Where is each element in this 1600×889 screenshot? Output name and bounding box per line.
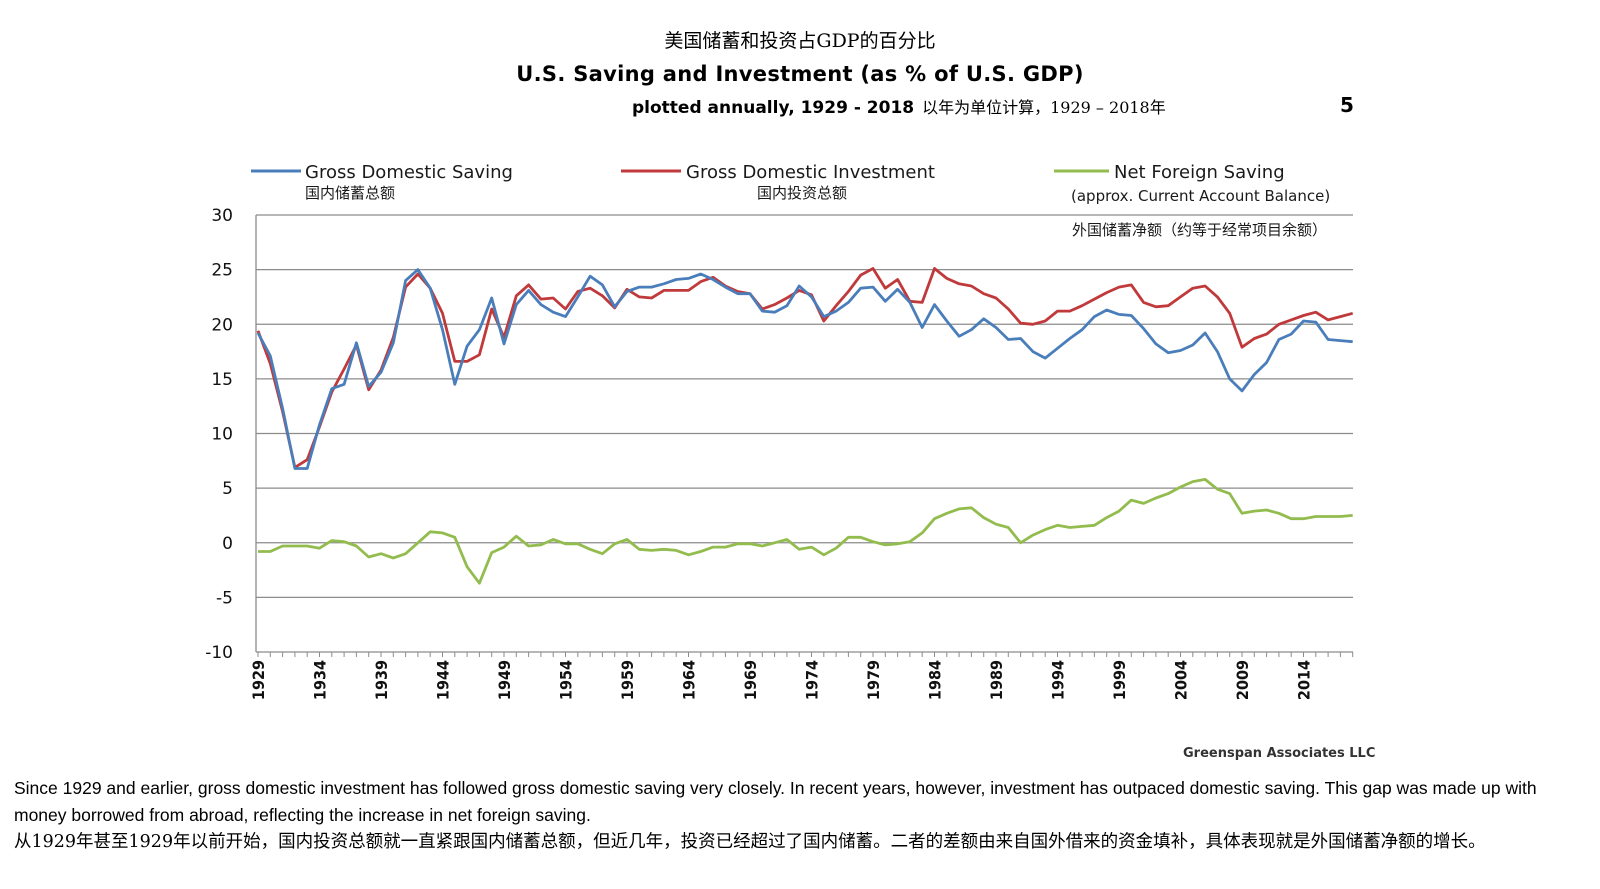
x-tick-label-1984: 1984: [926, 660, 945, 700]
x-tick-label-1949: 1949: [495, 660, 514, 700]
y-axis-ticks: 30 25 20 15 10 5 0 -5 -10: [205, 206, 233, 663]
gridlines: [256, 214, 1353, 653]
y-tick-label-5: 5: [222, 479, 233, 499]
series-line-gds: [256, 268, 1353, 470]
series-line-nfs: [258, 477, 1353, 585]
x-tick-label-1939: 1939: [372, 660, 391, 700]
legend-label-gdi: Gross Domestic Investment: [686, 162, 935, 183]
x-tick-label-2014: 2014: [1295, 660, 1314, 700]
page-number: 5: [1340, 93, 1354, 117]
y-tick-label--10: -10: [205, 643, 233, 663]
legend-label-gds-cn: 国内储蓄总额: [305, 184, 395, 202]
x-axis-ticks: 1929 1934 1939 1944 1949 1954 1959 1964 1969 1974…: [249, 652, 1354, 700]
subtitle-chinese: 以年为单位计算，1929 – 2018年: [922, 98, 1166, 117]
series-layer: [256, 267, 1354, 585]
x-tick-label-1979: 1979: [864, 660, 883, 700]
y-tick-label--5: -5: [216, 588, 233, 608]
y-tick-label-15: 15: [211, 370, 233, 390]
y-tick-label-30: 30: [211, 206, 233, 226]
chart-title: U.S. Saving and Investment (as % of U.S.…: [516, 62, 1084, 86]
x-tick-label-1964: 1964: [680, 660, 699, 700]
caption-chinese: 从1929年甚至1929年以前开始，国内投资总额就一直紧跟国内储蓄总额，但近几年…: [14, 832, 1486, 852]
source-credit: Greenspan Associates LLC: [1183, 746, 1376, 761]
x-tick-label-2004: 2004: [1172, 660, 1191, 700]
y-tick-label-10: 10: [211, 425, 233, 445]
x-tick-label-1954: 1954: [557, 660, 576, 700]
caption-english: Since 1929 and earlier, gross domestic i…: [14, 778, 1537, 825]
series-line-gdi: [256, 267, 1354, 469]
subtitle-english: plotted annually, 1929 - 2018: [632, 98, 915, 118]
x-tick-label-1994: 1994: [1049, 660, 1068, 700]
legend-label-nfs: Net Foreign Saving: [1114, 162, 1285, 183]
chart-title-chinese: 美国储蓄和投资占GDP的百分比: [664, 30, 936, 52]
x-tick-label-1929: 1929: [249, 660, 268, 700]
y-tick-label-20: 20: [211, 315, 233, 335]
legend: Gross Domestic Saving 国内储蓄总额 Gross Domes…: [251, 162, 1330, 239]
y-tick-label-25: 25: [211, 261, 233, 281]
x-tick-label-1999: 1999: [1110, 660, 1129, 700]
x-tick-label-1989: 1989: [987, 660, 1006, 700]
y-tick-label-0: 0: [222, 534, 233, 554]
x-tick-label-1959: 1959: [618, 660, 637, 700]
legend-label-gds: Gross Domestic Saving: [305, 162, 513, 183]
x-tick-label-1944: 1944: [434, 660, 453, 700]
x-tick-label-2009: 2009: [1233, 660, 1252, 700]
legend-label-nfs-sub: (approx. Current Account Balance): [1071, 187, 1330, 205]
x-tick-label-1969: 1969: [741, 660, 760, 700]
legend-label-nfs-cn: 外国储蓄净额（约等于经常项目余额）: [1072, 221, 1327, 239]
chart-subtitle: plotted annually, 1929 - 2018 以年为单位计算，192…: [632, 94, 1166, 118]
line-chart: Gross Domestic Saving 国内储蓄总额 Gross Domes…: [205, 162, 1354, 700]
x-tick-label-1934: 1934: [311, 660, 330, 700]
legend-label-gdi-cn: 国内投资总额: [757, 184, 847, 202]
x-tick-label-1974: 1974: [803, 660, 822, 700]
